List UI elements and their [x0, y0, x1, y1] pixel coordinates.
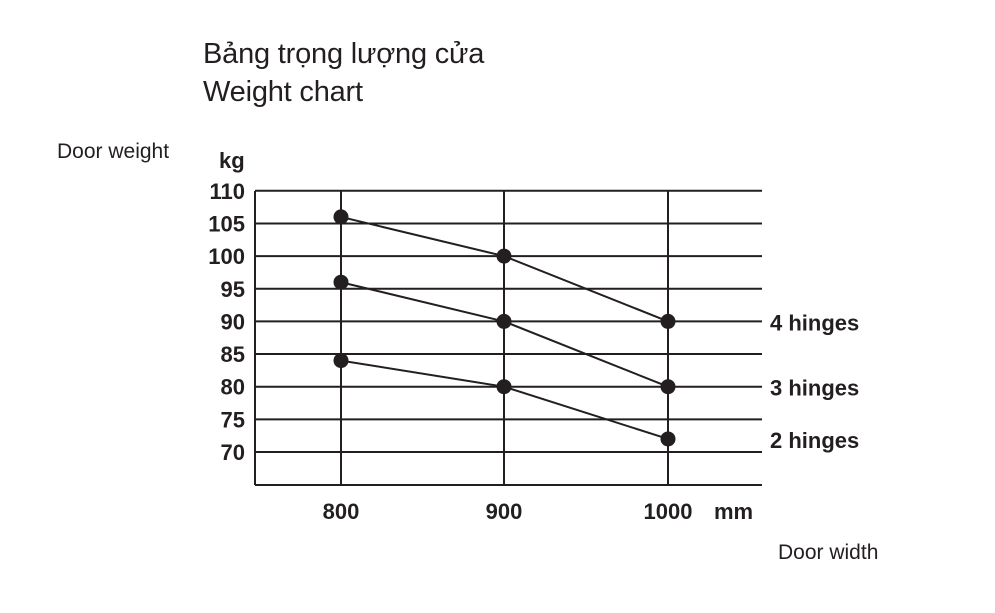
data-point-2-hinges-800	[333, 353, 349, 369]
x-axis-label: Door width	[778, 541, 879, 564]
y-tick-label-85: 85	[221, 342, 245, 367]
y-tick-label-90: 90	[221, 309, 245, 334]
chart-title-vietnamese: Bảng trọng lượng cửa	[203, 38, 485, 70]
y-tick-label-105: 105	[208, 211, 245, 236]
series-label-4-hinges: 4 hinges	[770, 310, 859, 335]
x-tick-label-800: 800	[323, 499, 360, 524]
y-tick-label-100: 100	[208, 244, 245, 269]
y-tick-label-110: 110	[210, 179, 246, 204]
y-tick-label-80: 80	[221, 375, 245, 400]
y-tick-label-95: 95	[221, 277, 245, 302]
data-point-3-hinges-1000	[660, 379, 676, 395]
data-point-2-hinges-900	[496, 379, 512, 395]
y-tick-label-70: 70	[221, 440, 245, 465]
x-tick-label-900: 900	[486, 499, 523, 524]
data-point-3-hinges-900	[496, 313, 512, 329]
data-point-4-hinges-800	[333, 209, 349, 225]
series-label-2-hinges: 2 hinges	[770, 428, 859, 453]
y-unit-label: kg	[219, 148, 245, 173]
data-point-4-hinges-1000	[660, 313, 676, 329]
chart-title-english: Weight chart	[203, 76, 363, 108]
data-point-2-hinges-1000	[660, 431, 676, 447]
x-unit-label: mm	[714, 499, 753, 524]
data-point-4-hinges-900	[496, 248, 512, 264]
y-axis-label: Door weight	[57, 140, 170, 163]
series-label-3-hinges: 3 hinges	[770, 376, 859, 401]
y-tick-label-75: 75	[221, 407, 245, 432]
x-tick-label-1000: 1000	[644, 499, 693, 524]
data-point-3-hinges-800	[333, 274, 349, 290]
